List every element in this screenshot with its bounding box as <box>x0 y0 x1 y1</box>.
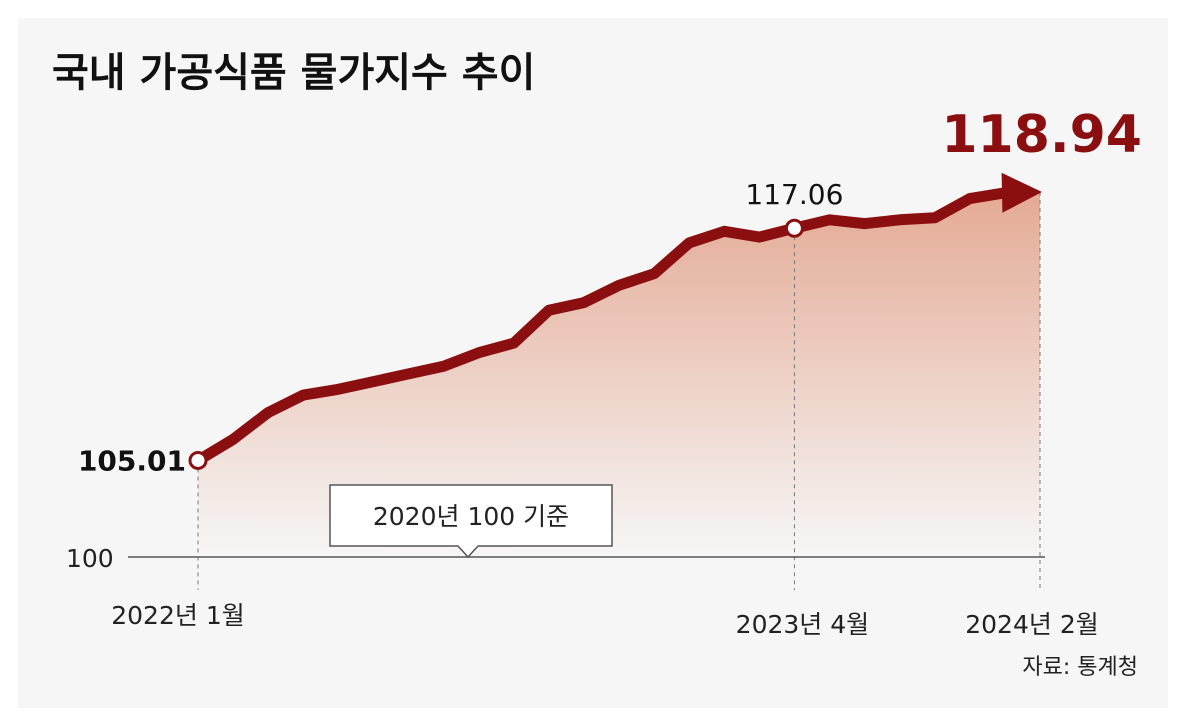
x-tick-labels: 2022년 1월 2023년 4월 2024년 2월 <box>111 601 1098 639</box>
area-fill <box>198 192 1040 557</box>
point-marker <box>188 450 208 470</box>
baseline-label: 100 <box>66 544 114 573</box>
point-marker <box>784 218 804 238</box>
x-tick-label: 2022년 1월 <box>111 601 244 630</box>
chart-title: 국내 가공식품 물가지수 추이 <box>52 50 535 96</box>
x-tick-label: 2024년 2월 <box>965 610 1098 639</box>
point-markers <box>188 218 804 470</box>
base-note-callout: 2020년 100 기준 <box>329 484 613 559</box>
arrow-head <box>1001 172 1042 213</box>
point-label: 118.94 <box>941 105 1142 165</box>
series-line <box>192 187 1016 466</box>
point-label: 117.06 <box>745 178 843 211</box>
source-note: 자료: 통계청 <box>1022 655 1138 680</box>
note-box <box>329 484 613 559</box>
point-labels: 105.01 117.06 118.94 <box>78 105 1142 477</box>
base-note-text: 2020년 100 기준 <box>373 502 569 531</box>
guide-lines <box>197 192 1041 590</box>
point-label: 105.01 <box>78 444 186 477</box>
x-tick-label: 2023년 4월 <box>736 610 869 639</box>
